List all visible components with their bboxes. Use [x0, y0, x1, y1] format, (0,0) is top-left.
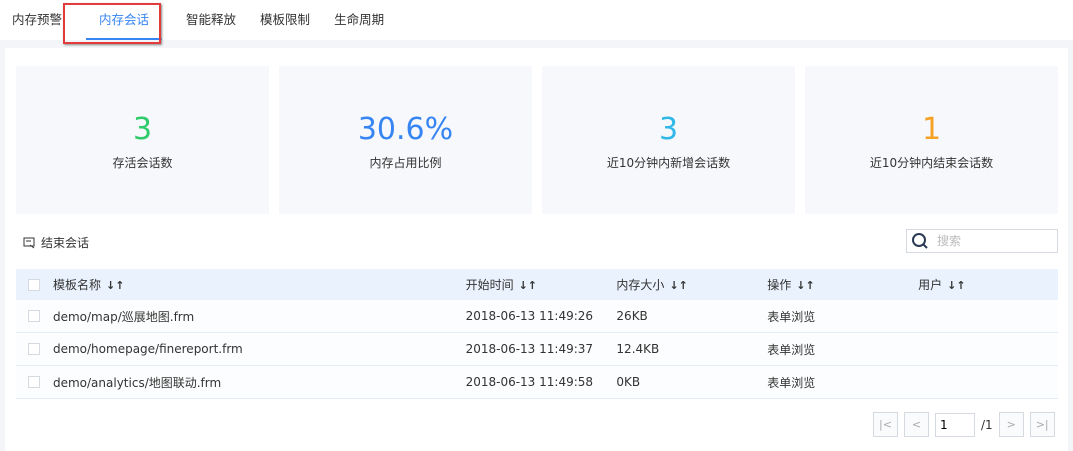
- stat-card: 3 近10分钟内新增会话数: [542, 66, 795, 214]
- stat-value: 30.6%: [357, 112, 454, 147]
- stat-value: 3: [658, 112, 679, 147]
- end-session-button[interactable]: 结束会话: [23, 234, 89, 251]
- table-cell: demo/homepage/finereport.frm: [52, 342, 243, 356]
- table-cell: 2018-06-13 11:49:37: [465, 342, 594, 356]
- table-cell: 12.4KB: [616, 342, 660, 356]
- stat-card: 3 存活会话数: [16, 66, 269, 214]
- column-header[interactable]: 开始时间 ↓↑: [466, 276, 617, 293]
- last-page-button[interactable]: >|: [1029, 412, 1055, 437]
- column-label: 操作: [767, 278, 792, 292]
- column-label: 内存大小: [616, 278, 665, 292]
- column-header[interactable]: 用户 ↓↑: [918, 276, 1058, 293]
- sort-icon[interactable]: ↓↑: [106, 279, 125, 292]
- tab-item[interactable]: 模板限制: [260, 12, 311, 27]
- row-checkbox[interactable]: [28, 310, 40, 322]
- table-cell: 0KB: [616, 375, 641, 389]
- table-cell: 表单浏览: [767, 375, 816, 390]
- search-icon: [912, 233, 928, 249]
- stat-card: 30.6% 内存占用比例: [279, 66, 532, 214]
- tab-item[interactable]: 智能释放: [186, 12, 237, 27]
- table-row[interactable]: demo/map/巡展地图.frm 2018-06-13 11:49:26 26KB…: [16, 300, 1058, 333]
- session-table: 模板名称 ↓↑ 开始时间 ↓↑ 内存大小 ↓↑ 操作 ↓↑ 用户 ↓↑ demo/map/巡展地图.…: [16, 269, 1058, 399]
- stat-label: 近10分钟内结束会话数: [869, 156, 994, 170]
- pagination: |< < /1 > >|: [873, 412, 1055, 437]
- page-input[interactable]: [935, 412, 975, 437]
- table-row[interactable]: demo/analytics/地图联动.frm 2018-06-13 11:49:…: [16, 366, 1058, 399]
- table-cell: 2018-06-13 11:49:58: [465, 375, 594, 389]
- first-page-button[interactable]: |<: [873, 412, 898, 437]
- sort-icon[interactable]: ↓↑: [796, 279, 815, 292]
- sort-icon[interactable]: ↓↑: [669, 279, 688, 292]
- sort-icon[interactable]: ↓↑: [518, 279, 538, 292]
- table-cell: demo/analytics/地图联动.frm: [52, 375, 222, 390]
- column-header[interactable]: 操作 ↓↑: [767, 276, 918, 293]
- row-checkbox[interactable]: [28, 376, 40, 388]
- search-input[interactable]: [937, 234, 1037, 248]
- column-label: 开始时间: [465, 278, 514, 292]
- sort-icon[interactable]: ↓↑: [947, 279, 966, 292]
- page-total: /1: [981, 417, 993, 432]
- row-checkbox[interactable]: [28, 343, 40, 355]
- select-all-checkbox[interactable]: [28, 278, 40, 291]
- end-session-label: 结束会话: [41, 236, 90, 250]
- end-session-icon: [23, 237, 35, 248]
- stat-value: 1: [921, 112, 942, 147]
- table-cell: 表单浏览: [767, 342, 816, 357]
- table-cell: 26KB: [616, 309, 648, 323]
- table-cell: 2018-06-13 11:49:26: [465, 309, 594, 323]
- column-header[interactable]: 内存大小 ↓↑: [616, 276, 767, 293]
- column-label: 用户: [918, 278, 943, 292]
- column-header[interactable]: 模板名称 ↓↑: [53, 276, 466, 293]
- tab-item[interactable]: 内存预警: [12, 12, 63, 27]
- next-page-button[interactable]: >: [998, 412, 1024, 437]
- tab-item[interactable]: 内存会话: [74, 0, 174, 40]
- stat-card: 1 近10分钟内结束会话数: [805, 66, 1058, 214]
- stat-label: 近10分钟内新增会话数: [606, 156, 731, 170]
- table-cell: demo/map/巡展地图.frm: [52, 309, 195, 324]
- table-row[interactable]: demo/homepage/finereport.frm 2018-06-13 1…: [16, 333, 1058, 366]
- main-panel: 3 存活会话数 30.6% 内存占用比例 3 近10分钟内新增会话数 1 近10分钟内结束会话…: [5, 48, 1068, 451]
- stat-label: 存活会话数: [112, 156, 173, 170]
- stat-value: 3: [132, 112, 153, 147]
- table-header: 模板名称 ↓↑ 开始时间 ↓↑ 内存大小 ↓↑ 操作 ↓↑ 用户 ↓↑: [16, 269, 1058, 300]
- tab-item[interactable]: 生命周期: [334, 12, 385, 27]
- tab-bar: 内存预警 内存会话 智能释放 模板限制 生命周期: [0, 0, 1073, 40]
- column-label: 模板名称: [52, 278, 101, 292]
- table-cell: 表单浏览: [767, 309, 816, 324]
- prev-page-button[interactable]: <: [904, 412, 929, 437]
- search-box[interactable]: [906, 229, 1058, 253]
- stat-label: 内存占用比例: [369, 156, 442, 170]
